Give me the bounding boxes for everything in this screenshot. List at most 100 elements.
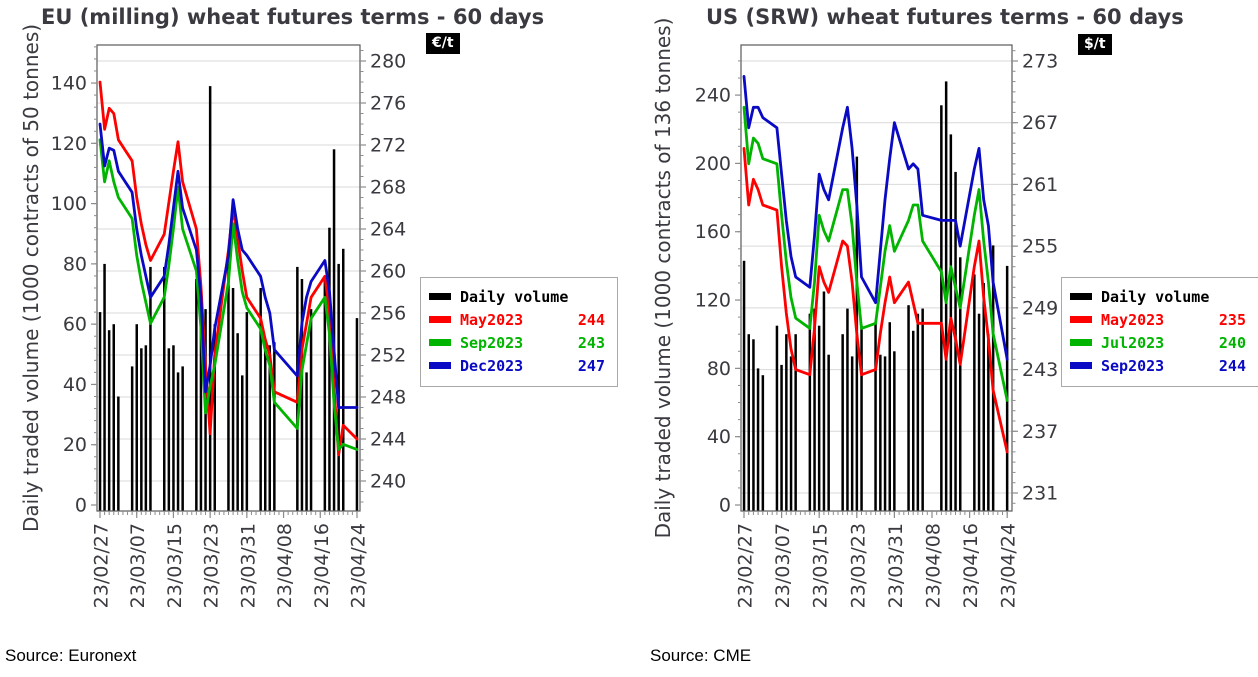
us-unit-badge: $/t xyxy=(1078,34,1112,55)
left-axis: 0 20 40 60 80 100 120 140 xyxy=(51,46,97,517)
svg-text:160: 160 xyxy=(695,221,731,243)
legend-swatch xyxy=(1070,316,1092,323)
svg-text:256: 256 xyxy=(370,303,406,325)
svg-text:23/04/24: 23/04/24 xyxy=(347,523,369,608)
x-axis: 23/02/27 23/03/07 23/03/15 23/03/23 23/03/31… xyxy=(735,511,1020,608)
us-chart-title: US (SRW) wheat futures terms - 60 days xyxy=(706,5,1184,29)
us-legend: Daily volume May2023 235 Jul2023 240 Sep2023 2… xyxy=(1061,277,1258,387)
svg-text:23/03/23: 23/03/23 xyxy=(201,523,223,608)
svg-text:244: 244 xyxy=(370,429,406,451)
legend-swatch xyxy=(429,293,451,300)
svg-text:280: 280 xyxy=(370,51,406,73)
svg-text:23/03/31: 23/03/31 xyxy=(885,523,907,608)
svg-text:60: 60 xyxy=(63,314,87,336)
price-line-May2023 xyxy=(98,80,359,457)
svg-text:260: 260 xyxy=(370,261,406,283)
svg-text:23/03/23: 23/03/23 xyxy=(847,523,869,608)
svg-text:261: 261 xyxy=(1022,174,1058,196)
svg-text:252: 252 xyxy=(370,345,406,367)
price-line-Jul2023 xyxy=(742,105,1009,402)
price-line-Sep2023 xyxy=(98,138,359,451)
legend-value: 247 xyxy=(577,356,605,375)
legend-value: 244 xyxy=(1218,356,1246,375)
price-line-May2023 xyxy=(742,146,1009,454)
left-axis: 0 40 80 120 160 200 240 xyxy=(695,60,741,517)
svg-text:240: 240 xyxy=(695,85,731,107)
svg-text:268: 268 xyxy=(370,177,406,199)
svg-text:23/04/16: 23/04/16 xyxy=(311,523,333,608)
eu-source: Source: Euronext xyxy=(5,646,137,665)
eu-legend: Daily volume May2023 244 Sep2023 243 Dec2023 2… xyxy=(420,277,618,387)
legend-label: May2023 xyxy=(460,310,524,329)
svg-text:23/04/16: 23/04/16 xyxy=(960,523,982,608)
legend-label: Sep2023 xyxy=(1101,356,1165,375)
legend-item: May2023 235 xyxy=(1070,308,1248,331)
svg-text:237: 237 xyxy=(1022,421,1058,443)
legend-item: Daily volume xyxy=(1070,285,1248,308)
svg-text:248: 248 xyxy=(370,387,406,409)
svg-text:80: 80 xyxy=(63,253,87,275)
svg-text:100: 100 xyxy=(51,193,87,215)
legend-item: Jul2023 240 xyxy=(1070,331,1248,354)
legend-label: Jul2023 xyxy=(1101,333,1165,352)
svg-text:231: 231 xyxy=(1022,483,1058,505)
svg-text:20: 20 xyxy=(63,434,87,456)
legend-swatch xyxy=(1070,362,1092,369)
svg-text:23/03/15: 23/03/15 xyxy=(810,523,832,608)
legend-label: Daily volume xyxy=(460,287,569,306)
right-axis: 240 244 248 252 256 260 264 268 272 276 280 xyxy=(360,50,406,503)
svg-text:0: 0 xyxy=(719,495,731,517)
svg-text:40: 40 xyxy=(707,426,731,448)
svg-text:23/03/07: 23/03/07 xyxy=(772,523,794,608)
svg-text:272: 272 xyxy=(370,135,406,157)
svg-text:264: 264 xyxy=(370,219,406,241)
svg-text:23/02/27: 23/02/27 xyxy=(735,523,757,608)
plot-frame xyxy=(740,44,1013,512)
eu-unit-badge: €/t xyxy=(426,33,460,54)
svg-text:240: 240 xyxy=(370,471,406,493)
us-plot: 0 40 80 120 160 200 240 231 237 243 249 255 261 267 27… xyxy=(695,44,1058,608)
svg-text:273: 273 xyxy=(1022,50,1058,72)
svg-text:0: 0 xyxy=(75,495,87,517)
legend-swatch xyxy=(1070,293,1092,300)
legend-value: 244 xyxy=(577,310,605,329)
svg-text:120: 120 xyxy=(695,290,731,312)
svg-text:140: 140 xyxy=(51,73,87,95)
svg-text:40: 40 xyxy=(63,374,87,396)
legend-value: 235 xyxy=(1218,310,1246,329)
legend-label: May2023 xyxy=(1101,310,1165,329)
x-axis: 23/02/27 23/03/07 23/03/15 23/03/23 23/03/31… xyxy=(91,511,369,608)
price-line-Dec2023 xyxy=(98,122,359,409)
svg-text:23/02/27: 23/02/27 xyxy=(91,523,113,608)
svg-text:120: 120 xyxy=(51,133,87,155)
eu-plot: 0204060801001201402402442482522562602642… xyxy=(51,44,406,608)
legend-item: Sep2023 244 xyxy=(1070,354,1248,377)
legend-swatch xyxy=(429,316,451,323)
daily-volume-bars xyxy=(98,86,359,511)
legend-item: Daily volume xyxy=(429,285,607,308)
legend-value: 243 xyxy=(577,333,605,352)
svg-text:23/03/07: 23/03/07 xyxy=(127,523,149,608)
legend-label: Sep2023 xyxy=(460,333,524,352)
right-axis: 231 237 243 249 255 261 267 273 xyxy=(1012,50,1058,505)
svg-text:23/04/08: 23/04/08 xyxy=(923,523,945,608)
legend-swatch xyxy=(429,339,451,346)
legend-swatch xyxy=(429,362,451,369)
legend-swatch xyxy=(1070,339,1092,346)
svg-text:276: 276 xyxy=(370,93,406,115)
eu-chart-title: EU (milling) wheat futures terms - 60 da… xyxy=(41,5,545,29)
svg-text:23/03/31: 23/03/31 xyxy=(237,523,259,608)
svg-text:243: 243 xyxy=(1022,359,1058,381)
svg-text:23/04/24: 23/04/24 xyxy=(998,523,1020,608)
legend-label: Dec2023 xyxy=(460,356,524,375)
svg-text:80: 80 xyxy=(707,358,731,380)
us-source: Source: CME xyxy=(650,646,752,665)
svg-text:23/03/15: 23/03/15 xyxy=(164,523,186,608)
svg-text:267: 267 xyxy=(1022,112,1058,134)
price-line-Sep2023 xyxy=(742,75,1009,361)
legend-item: Dec2023 247 xyxy=(429,354,607,377)
svg-text:255: 255 xyxy=(1022,236,1058,258)
svg-text:249: 249 xyxy=(1022,297,1058,319)
legend-item: May2023 244 xyxy=(429,308,607,331)
